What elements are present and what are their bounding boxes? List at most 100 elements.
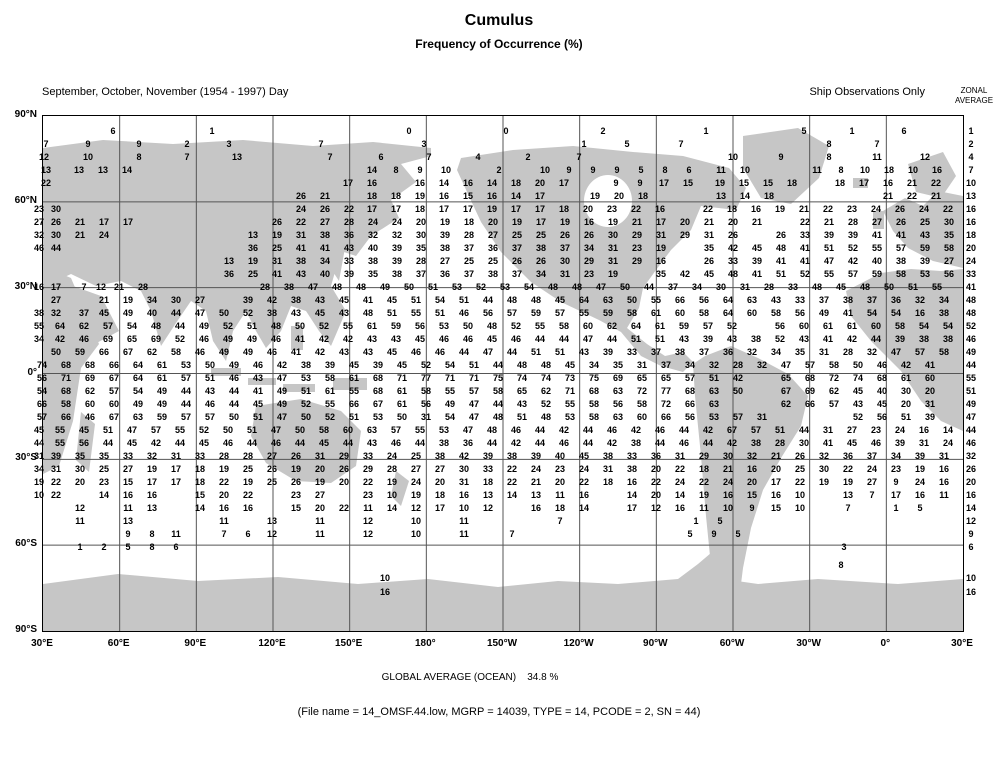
cell-value: 55 [410,308,422,318]
cell-value: 19 [559,217,571,227]
cell-value: 50 [294,321,306,331]
cell-value: 49 [132,399,144,409]
cell-value: 45 [396,360,408,370]
cell-value: 28 [415,256,427,266]
cell-value: 28 [242,451,254,461]
cell-value: 11 [939,490,949,500]
cell-value: 46 [410,347,422,357]
cell-value: 46 [510,334,522,344]
cell-value: 51 [410,295,422,305]
cell-value: 41 [294,334,306,344]
cell-value: 16 [938,477,950,487]
cell-value: 44 [492,360,504,370]
cell-value: 57 [895,243,907,253]
cell-value: 40 [876,386,888,396]
cell-value: 33 [362,451,374,461]
x-tick-label: 60°E [107,638,130,649]
cell-value: 36 [247,243,259,253]
cell-value: 52 [300,399,312,409]
cell-value: 41 [775,256,787,266]
cell-value: 31 [636,360,648,370]
cell-value: 17 [626,503,638,513]
cell-value: 46 [606,425,618,435]
cell-value: 61 [822,321,834,331]
cell-value: 35 [655,269,667,279]
cell-value: 57 [914,347,926,357]
cell-value: 59 [156,412,168,422]
cell-value: 37 [667,282,679,292]
cell-value: 38 [895,256,907,266]
cell-value: 21 [98,295,110,305]
cell-value: 44 [582,425,594,435]
cell-value: 52 [847,243,859,253]
cell-value: 48 [540,412,552,422]
cell-value: 69 [84,373,96,383]
cell-value: 51 [708,373,720,383]
cell-value: 55 [54,425,66,435]
cell-value: 77 [660,386,672,396]
cell-value: 41 [290,347,302,357]
cell-value: 43 [252,373,264,383]
cell-value: 37 [511,243,523,253]
cell-value: 51 [434,308,446,318]
cell-value: 46 [438,334,450,344]
cell-value: 25 [487,256,499,266]
cell-value: 60 [84,399,96,409]
cell-value: 22 [578,477,590,487]
cell-value: 58 [894,321,906,331]
cell-value: 48 [492,412,504,422]
cell-value: 68 [372,373,384,383]
cell-value: 29 [631,256,643,266]
cell-value: 19 [698,490,710,500]
cell-value: 22 [295,217,307,227]
cell-value: 46 [654,425,666,435]
cell-value: 24 [295,204,307,214]
cell-value: 59 [530,308,542,318]
cell-value: 31 [607,243,619,253]
cell-value: 43 [343,243,355,253]
cell-value: 38 [750,334,762,344]
cell-value: 18 [554,503,566,513]
cell-value: 11 [872,152,882,162]
cell-value: 20 [650,490,662,500]
cell-value: 47 [595,282,607,292]
cell-value: 42 [558,425,570,435]
cell-value: 60 [582,321,594,331]
cell-value: 38 [942,334,954,344]
cell-value: 49 [276,399,288,409]
cell-value: 17 [858,178,870,188]
cell-value: 11 [219,516,229,526]
cell-value: 16 [530,503,542,513]
cell-value: 20 [727,217,739,227]
cell-value: 56 [876,412,888,422]
cell-value: 22 [698,477,710,487]
cell-value: 18 [637,191,649,201]
cell-value: 44 [534,334,546,344]
cell-value: 37 [818,295,830,305]
cell-value: 56 [36,373,48,383]
land-japan [328,234,345,281]
cell-value: 17 [434,503,446,513]
cell-value: 22 [799,217,811,227]
cell-value: 8 [826,139,832,149]
cell-value: 38 [918,334,930,344]
cell-value: 30 [943,217,955,227]
cell-value: 25 [271,243,283,253]
cell-value: 52 [774,334,786,344]
cell-value: 16 [414,178,426,188]
file-info-line: (File name = 14_OMSF.44.low, MGRP = 1403… [297,706,701,718]
cell-value: 16 [583,217,595,227]
cell-value: 43 [295,269,307,279]
cell-value: 56 [414,321,426,331]
cell-value: 14 [438,178,450,188]
cell-value: 6 [901,126,907,136]
cell-value: 43 [678,334,690,344]
cell-value: 0 [503,126,509,136]
cell-value: 20 [434,477,446,487]
land-scandinavia [908,152,956,198]
cell-value: 41 [924,360,936,370]
cell-value: 49 [246,334,258,344]
cell-value: 5 [735,529,741,539]
cell-value: 26 [583,230,595,240]
cell-value: 19 [33,477,45,487]
